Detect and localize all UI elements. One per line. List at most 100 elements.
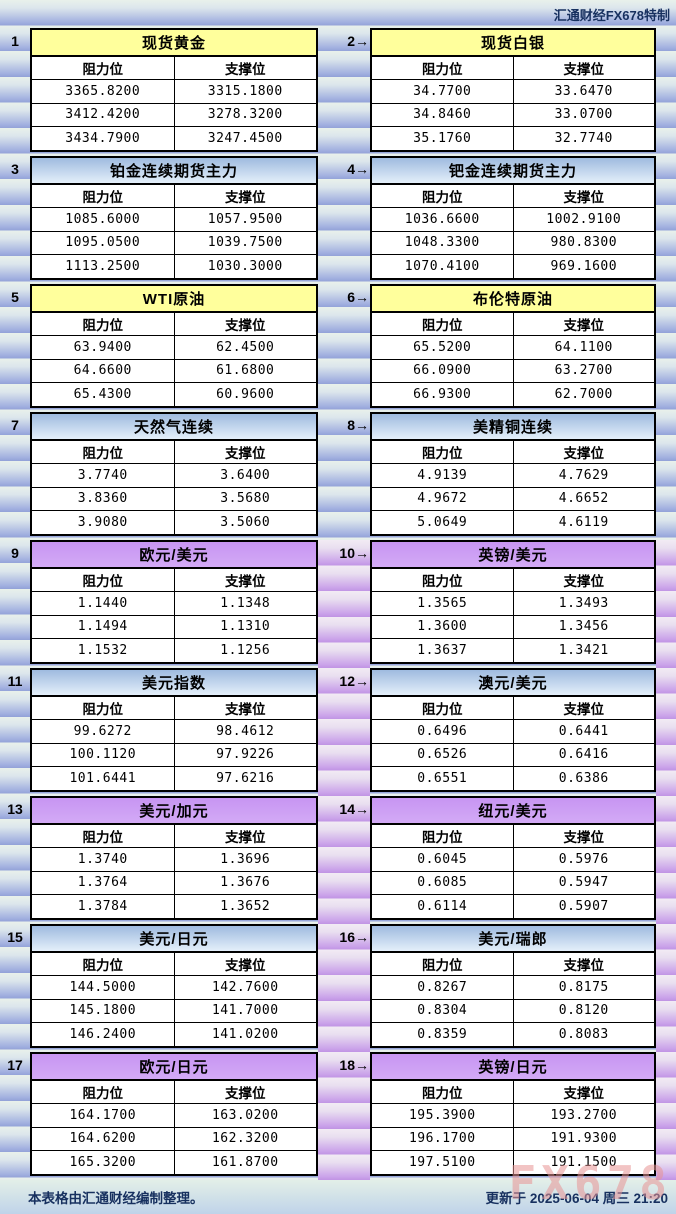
table-row: 101.6441 97.6216 (32, 766, 316, 790)
panel-title: WTI原油 (32, 286, 316, 313)
support-value: 3.5060 (220, 514, 271, 530)
support-value: 62.7000 (554, 386, 613, 402)
margin-strip (656, 668, 676, 796)
resistance-value: 145.1800 (32, 999, 175, 1023)
footer-bar: 本表格由汇通财经编制整理。 更新于 2025-06-04 周三 21:20 (0, 1180, 676, 1214)
resistance-header: 阻力位 (372, 697, 514, 721)
row-number: 15 (7, 929, 23, 945)
row-number: 14→ (318, 796, 370, 924)
support-value: 161.8700 (211, 1154, 279, 1170)
table-row: 3365.8200 3315.1800 (32, 80, 316, 104)
resistance-header: 阻力位 (372, 185, 514, 209)
support-value: 64.1100 (513, 336, 654, 360)
support-header: 支撑位 (513, 953, 654, 977)
panel-title: 英镑/日元 (372, 1054, 654, 1081)
support-header: 支撑位 (174, 697, 316, 721)
table-row: 3412.4200 3278.3200 (32, 103, 316, 127)
table-row: 0.8267 0.8175 (372, 976, 654, 1000)
panel-title: 布伦特原油 (372, 286, 654, 313)
resistance-header: 阻力位 (372, 313, 514, 337)
resistance-value: 3434.7900 (32, 126, 175, 150)
support-value: 969.1600 (550, 258, 618, 274)
panel-row: 1 现货黄金 阻力位 支撑位 3365.8200 3315.1800 3412.42… (0, 28, 676, 156)
table-row: 0.6526 0.6416 (372, 743, 654, 767)
table-row: 1113.2500 1030.3000 (32, 254, 316, 278)
table-row: 1048.3300 980.8300 (372, 231, 654, 255)
panel-title: 英镑/美元 (372, 542, 654, 569)
panel-row: 5 WTI原油 阻力位 支撑位 63.9400 62.4500 64.6600 61.… (0, 284, 676, 412)
support-value: 33.6470 (513, 80, 654, 104)
instrument-panel: 现货白银 阻力位 支撑位 34.7700 33.6470 34.8460 33.070… (370, 28, 656, 152)
instrument-panel: 纽元/美元 阻力位 支撑位 0.6045 0.5976 0.6085 0.5947 0.… (370, 796, 656, 920)
resistance-value: 0.6045 (372, 848, 514, 872)
row-number: 5 (11, 289, 19, 305)
support-value: 61.6800 (174, 360, 316, 383)
table-row: 34.8460 33.0700 (372, 103, 654, 127)
support-value: 1002.9100 (513, 208, 654, 232)
table-row: 1085.6000 1057.9500 (32, 208, 316, 232)
support-value: 1.3493 (513, 592, 654, 616)
panel-row: 7 天然气连续 阻力位 支撑位 3.7740 3.6400 3.8360 3.5680… (0, 412, 676, 540)
instrument-panel: 英镑/美元 阻力位 支撑位 1.3565 1.3493 1.3600 1.3456 1.… (370, 540, 656, 664)
panel-row: 9 欧元/美元 阻力位 支撑位 1.1440 1.1348 1.1494 1.1310… (0, 540, 676, 668)
panel-column-headers: 阻力位 支撑位 (372, 697, 654, 721)
support-value: 4.6652 (513, 488, 654, 511)
support-value: 0.8120 (513, 1000, 654, 1023)
table-row: 164.6200 162.3200 (32, 1127, 316, 1151)
support-value: 0.6386 (558, 770, 609, 786)
panel-title: 美元/加元 (32, 798, 316, 825)
instrument-panel: 美精铜连续 阻力位 支撑位 4.9139 4.7629 4.9672 4.6652 5.… (370, 412, 656, 536)
row-number: 10→ (318, 540, 370, 668)
table-row: 0.6085 0.5947 (372, 871, 654, 895)
table-row: 1036.6600 1002.9100 (372, 208, 654, 232)
resistance-value: 1.3784 (32, 894, 175, 918)
instrument-panel: 美元/加元 阻力位 支撑位 1.3740 1.3696 1.3764 1.3676 1.… (30, 796, 318, 920)
resistance-value: 0.6551 (372, 766, 514, 790)
margin-strip (656, 1052, 676, 1180)
row-number: 7 (11, 417, 19, 433)
resistance-value: 1.3600 (372, 615, 514, 639)
resistance-header: 阻力位 (32, 953, 175, 977)
row-number: 17 (7, 1057, 23, 1073)
support-value: 3.5680 (174, 488, 316, 511)
table-row: 65.4300 60.9600 (32, 382, 316, 406)
panel-column-headers: 阻力位 支撑位 (32, 697, 316, 721)
row-number: 11 (7, 673, 23, 689)
instrument-panel: WTI原油 阻力位 支撑位 63.9400 62.4500 64.6600 61.68… (30, 284, 318, 408)
table-row: 1.3784 1.3652 (32, 894, 316, 918)
panel-title: 铂金连续期货主力 (32, 158, 316, 185)
instrument-panel: 美元指数 阻力位 支撑位 99.6272 98.4612 100.1120 97.92… (30, 668, 318, 792)
panel-title: 欧元/美元 (32, 542, 316, 569)
resistance-value: 1.3764 (32, 871, 175, 895)
support-header: 支撑位 (513, 1081, 654, 1105)
support-value: 62.4500 (174, 336, 316, 360)
instrument-panel: 澳元/美元 阻力位 支撑位 0.6496 0.6441 0.6526 0.6416 0.… (370, 668, 656, 792)
resistance-value: 1085.6000 (32, 208, 175, 232)
panel-column-headers: 阻力位 支撑位 (372, 185, 654, 209)
resistance-value: 34.7700 (372, 80, 514, 104)
support-value: 0.6441 (513, 720, 654, 744)
table-row: 0.6551 0.6386 (372, 766, 654, 790)
panel-title: 现货白银 (372, 30, 654, 57)
table-row: 195.3900 193.2700 (372, 1104, 654, 1128)
resistance-header: 阻力位 (372, 57, 514, 81)
row-number: 18→ (318, 1052, 370, 1180)
resistance-value: 65.4300 (32, 382, 175, 406)
support-header: 支撑位 (174, 569, 316, 593)
resistance-value: 1048.3300 (372, 231, 514, 255)
table-row: 0.8304 0.8120 (372, 999, 654, 1023)
support-value: 4.7629 (513, 464, 654, 488)
table-row: 35.1760 32.7740 (372, 126, 654, 150)
resistance-value: 1095.0500 (32, 231, 175, 255)
table-row: 1095.0500 1039.7500 (32, 231, 316, 255)
table-row: 3.7740 3.6400 (32, 464, 316, 488)
resistance-value: 1036.6600 (372, 208, 514, 232)
support-value: 1057.9500 (174, 208, 316, 232)
panel-column-headers: 阻力位 支撑位 (372, 313, 654, 337)
support-value: 1.1348 (174, 592, 316, 616)
resistance-header: 阻力位 (372, 825, 514, 849)
resistance-value: 99.6272 (32, 720, 175, 744)
panel-row: 3 铂金连续期货主力 阻力位 支撑位 1085.6000 1057.9500 109… (0, 156, 676, 284)
panel-row: 11 美元指数 阻力位 支撑位 99.6272 98.4612 100.1120 97… (0, 668, 676, 796)
margin-strip (656, 28, 676, 156)
